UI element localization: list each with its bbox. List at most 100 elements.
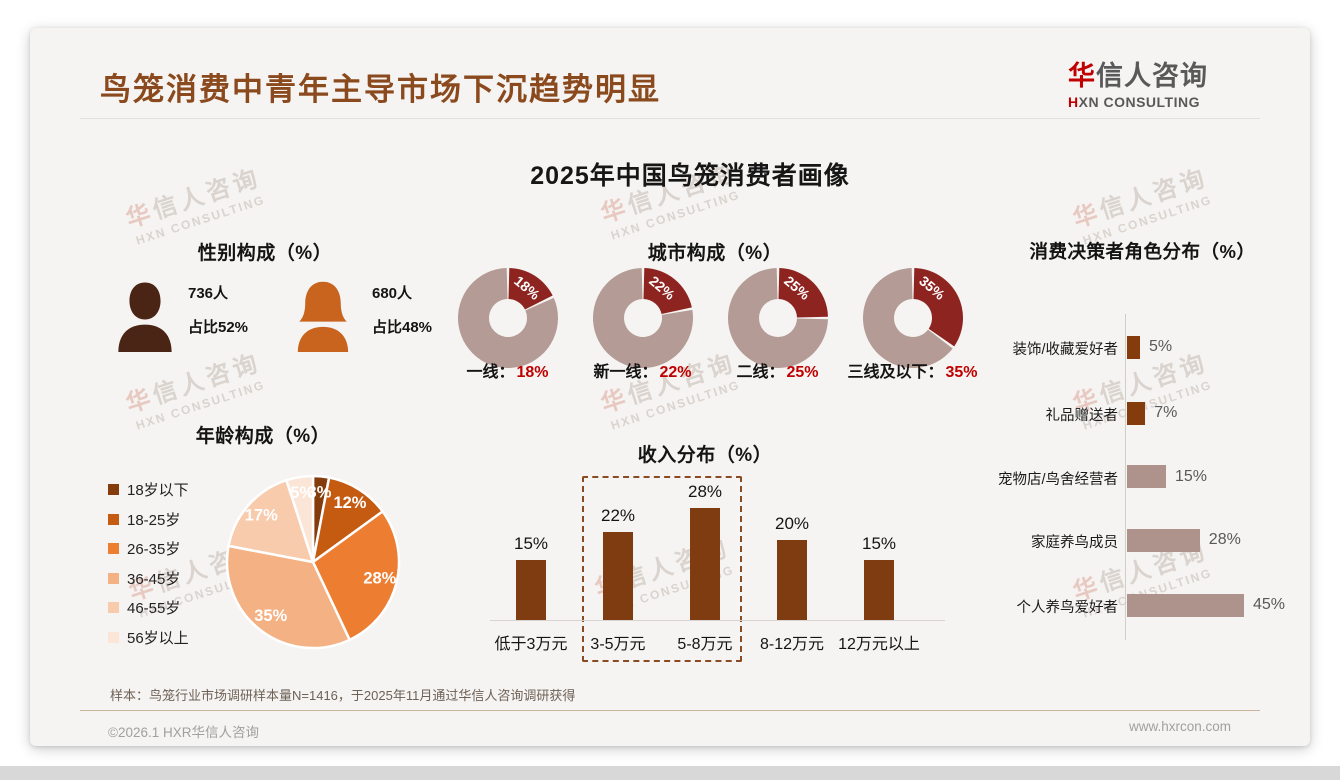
decision-bar	[1127, 528, 1200, 552]
logo-en-accent: H	[1068, 94, 1079, 110]
legend-swatch	[108, 602, 119, 614]
decision-category-label: 装饰/收藏爱好者	[1012, 342, 1118, 358]
pie-slice-label: 5%	[290, 484, 314, 502]
copyright-text: ©2026.1 HXR华信人咨询	[108, 725, 259, 740]
legend-label: 18-25岁	[127, 511, 181, 529]
slide-card: 华信人咨询 HXN CONSULTING 华信人咨询 HXN CONSULTING 华信…	[30, 28, 1310, 746]
age-section-title: 年龄构成（%）	[195, 426, 331, 447]
decision-bar	[1127, 335, 1140, 359]
watermark-en: HXN CONSULTING	[609, 187, 742, 243]
legend-item: 18-25岁	[108, 505, 189, 535]
income-section-title: 收入分布（%）	[637, 445, 773, 466]
logo-en: HXN CONSULTING	[1068, 94, 1283, 110]
watermark-zh-accent: 华	[597, 193, 633, 229]
legend-swatch	[108, 484, 119, 496]
age-legend: 18岁以下 18-25岁 26-35岁 36-45岁 46-55岁 56岁以上	[108, 475, 189, 652]
legend-label: 36-45岁	[127, 570, 181, 588]
donut-chart: 18%	[457, 268, 558, 369]
legend-item: 56岁以上	[108, 623, 189, 653]
donut-remainder	[592, 268, 693, 369]
footer-divider	[80, 710, 1260, 711]
income-bar	[603, 532, 633, 620]
donut-segment	[643, 268, 692, 314]
donut-chart: 22%	[592, 268, 693, 369]
income-highlight-box	[582, 476, 742, 662]
watermark-zh-accent: 华	[122, 383, 158, 419]
bottom-strip	[0, 766, 1340, 780]
donut-caption: 三线及以下： 35%	[847, 358, 977, 382]
female-stats: 680人 占比48%	[372, 282, 432, 337]
logo-zh-accent: 华	[1068, 61, 1096, 91]
legend-swatch	[108, 543, 119, 555]
pie-slice	[311, 476, 384, 564]
decision-value-label: 45%	[1253, 596, 1286, 613]
income-category-label: 12万元以上	[838, 636, 920, 653]
donut-caption-value: 18%	[516, 364, 549, 381]
chart-main-title: 2025年中国鸟笼消费者画像	[530, 162, 850, 190]
decision-value-label: 7%	[1154, 404, 1178, 421]
page-title: 鸟笼消费中青年主导市场下沉趋势明显	[100, 72, 661, 107]
donut-chart: 25%	[727, 268, 828, 369]
donut-caption: 二线： 25%	[736, 358, 818, 382]
income-category-label: 3-5万元	[590, 636, 646, 653]
donut-chart: 35%	[862, 268, 963, 369]
sample-footnote: 样本：鸟笼行业市场调研样本量N=1416，于2025年11月通过华信人咨询调研获…	[110, 688, 576, 703]
male-icon	[118, 282, 172, 352]
income-value-label: 28%	[687, 482, 723, 501]
legend-item: 36-45岁	[108, 564, 189, 594]
decision-category-label: 家庭养鸟成员	[1031, 535, 1118, 551]
donut-segment	[508, 268, 553, 310]
company-logo: 华信人咨询 HXN CONSULTING	[1068, 54, 1283, 110]
legend-label: 18岁以下	[127, 482, 189, 500]
donut-segment	[778, 268, 828, 318]
decision-category-label: 礼品赠送者	[1045, 408, 1119, 424]
income-value-label: 15%	[513, 534, 549, 553]
gender-section-title: 性别构成（%）	[197, 243, 333, 264]
male-count: 736人	[188, 285, 229, 302]
income-bar	[777, 540, 807, 620]
logo-zh: 华信人咨询	[1068, 54, 1283, 93]
income-category-label: 8-12万元	[759, 636, 825, 653]
income-value-label: 20%	[774, 514, 810, 533]
income-bar	[864, 560, 894, 620]
donut-2: 22% 新一线： 22%	[575, 266, 710, 382]
pie-slice	[285, 474, 315, 564]
watermark-zh-accent: 华	[597, 383, 633, 419]
legend-swatch	[108, 572, 119, 584]
legend-label: 46-55岁	[127, 600, 181, 618]
legend-swatch	[108, 631, 119, 643]
watermark-zh: 华信人咨询	[121, 158, 265, 235]
income-bar	[690, 508, 720, 620]
logo-zh-rest: 信人咨询	[1096, 61, 1208, 91]
decision-category-label: 宠物店/鸟舍经营者	[997, 471, 1118, 488]
city-section-title: 城市构成（%）	[647, 243, 783, 264]
donut-caption: 一线： 18%	[466, 358, 548, 382]
watermark-zh-rest: 信人咨询	[1096, 164, 1212, 225]
pie-slice-label: 12%	[333, 494, 366, 512]
legend-item: 18岁以下	[108, 475, 189, 505]
watermark-zh-rest: 信人咨询	[149, 164, 265, 225]
donut-caption-label: 一线：	[466, 364, 515, 381]
watermark-zh: 华信人咨询	[1068, 158, 1212, 235]
pie-slice	[311, 510, 401, 642]
donut-remainder	[457, 268, 558, 369]
income-baseline	[490, 620, 945, 621]
watermark-zh: 华信人咨询	[121, 343, 265, 420]
income-bar	[516, 560, 546, 620]
donut-4: 35% 三线及以下： 35%	[845, 266, 980, 382]
pie-slice	[225, 544, 351, 650]
income-category-label: 5-8万元	[677, 636, 733, 653]
age-pie-chart: 3%12% 28% 35% 17% 5%	[225, 474, 401, 650]
donut-3: 25% 二线： 25%	[710, 266, 845, 382]
decision-category-label: 个人养鸟爱好者	[1016, 600, 1119, 616]
decision-bar	[1127, 593, 1244, 617]
legend-label: 26-35岁	[127, 541, 181, 559]
header-divider	[80, 118, 1260, 119]
decision-value-label: 15%	[1175, 467, 1208, 485]
male-share: 占比52%	[188, 319, 249, 336]
legend-swatch	[108, 513, 119, 525]
watermark-zh-accent: 华	[1069, 198, 1105, 234]
pie-slice-label: 28%	[363, 570, 396, 588]
